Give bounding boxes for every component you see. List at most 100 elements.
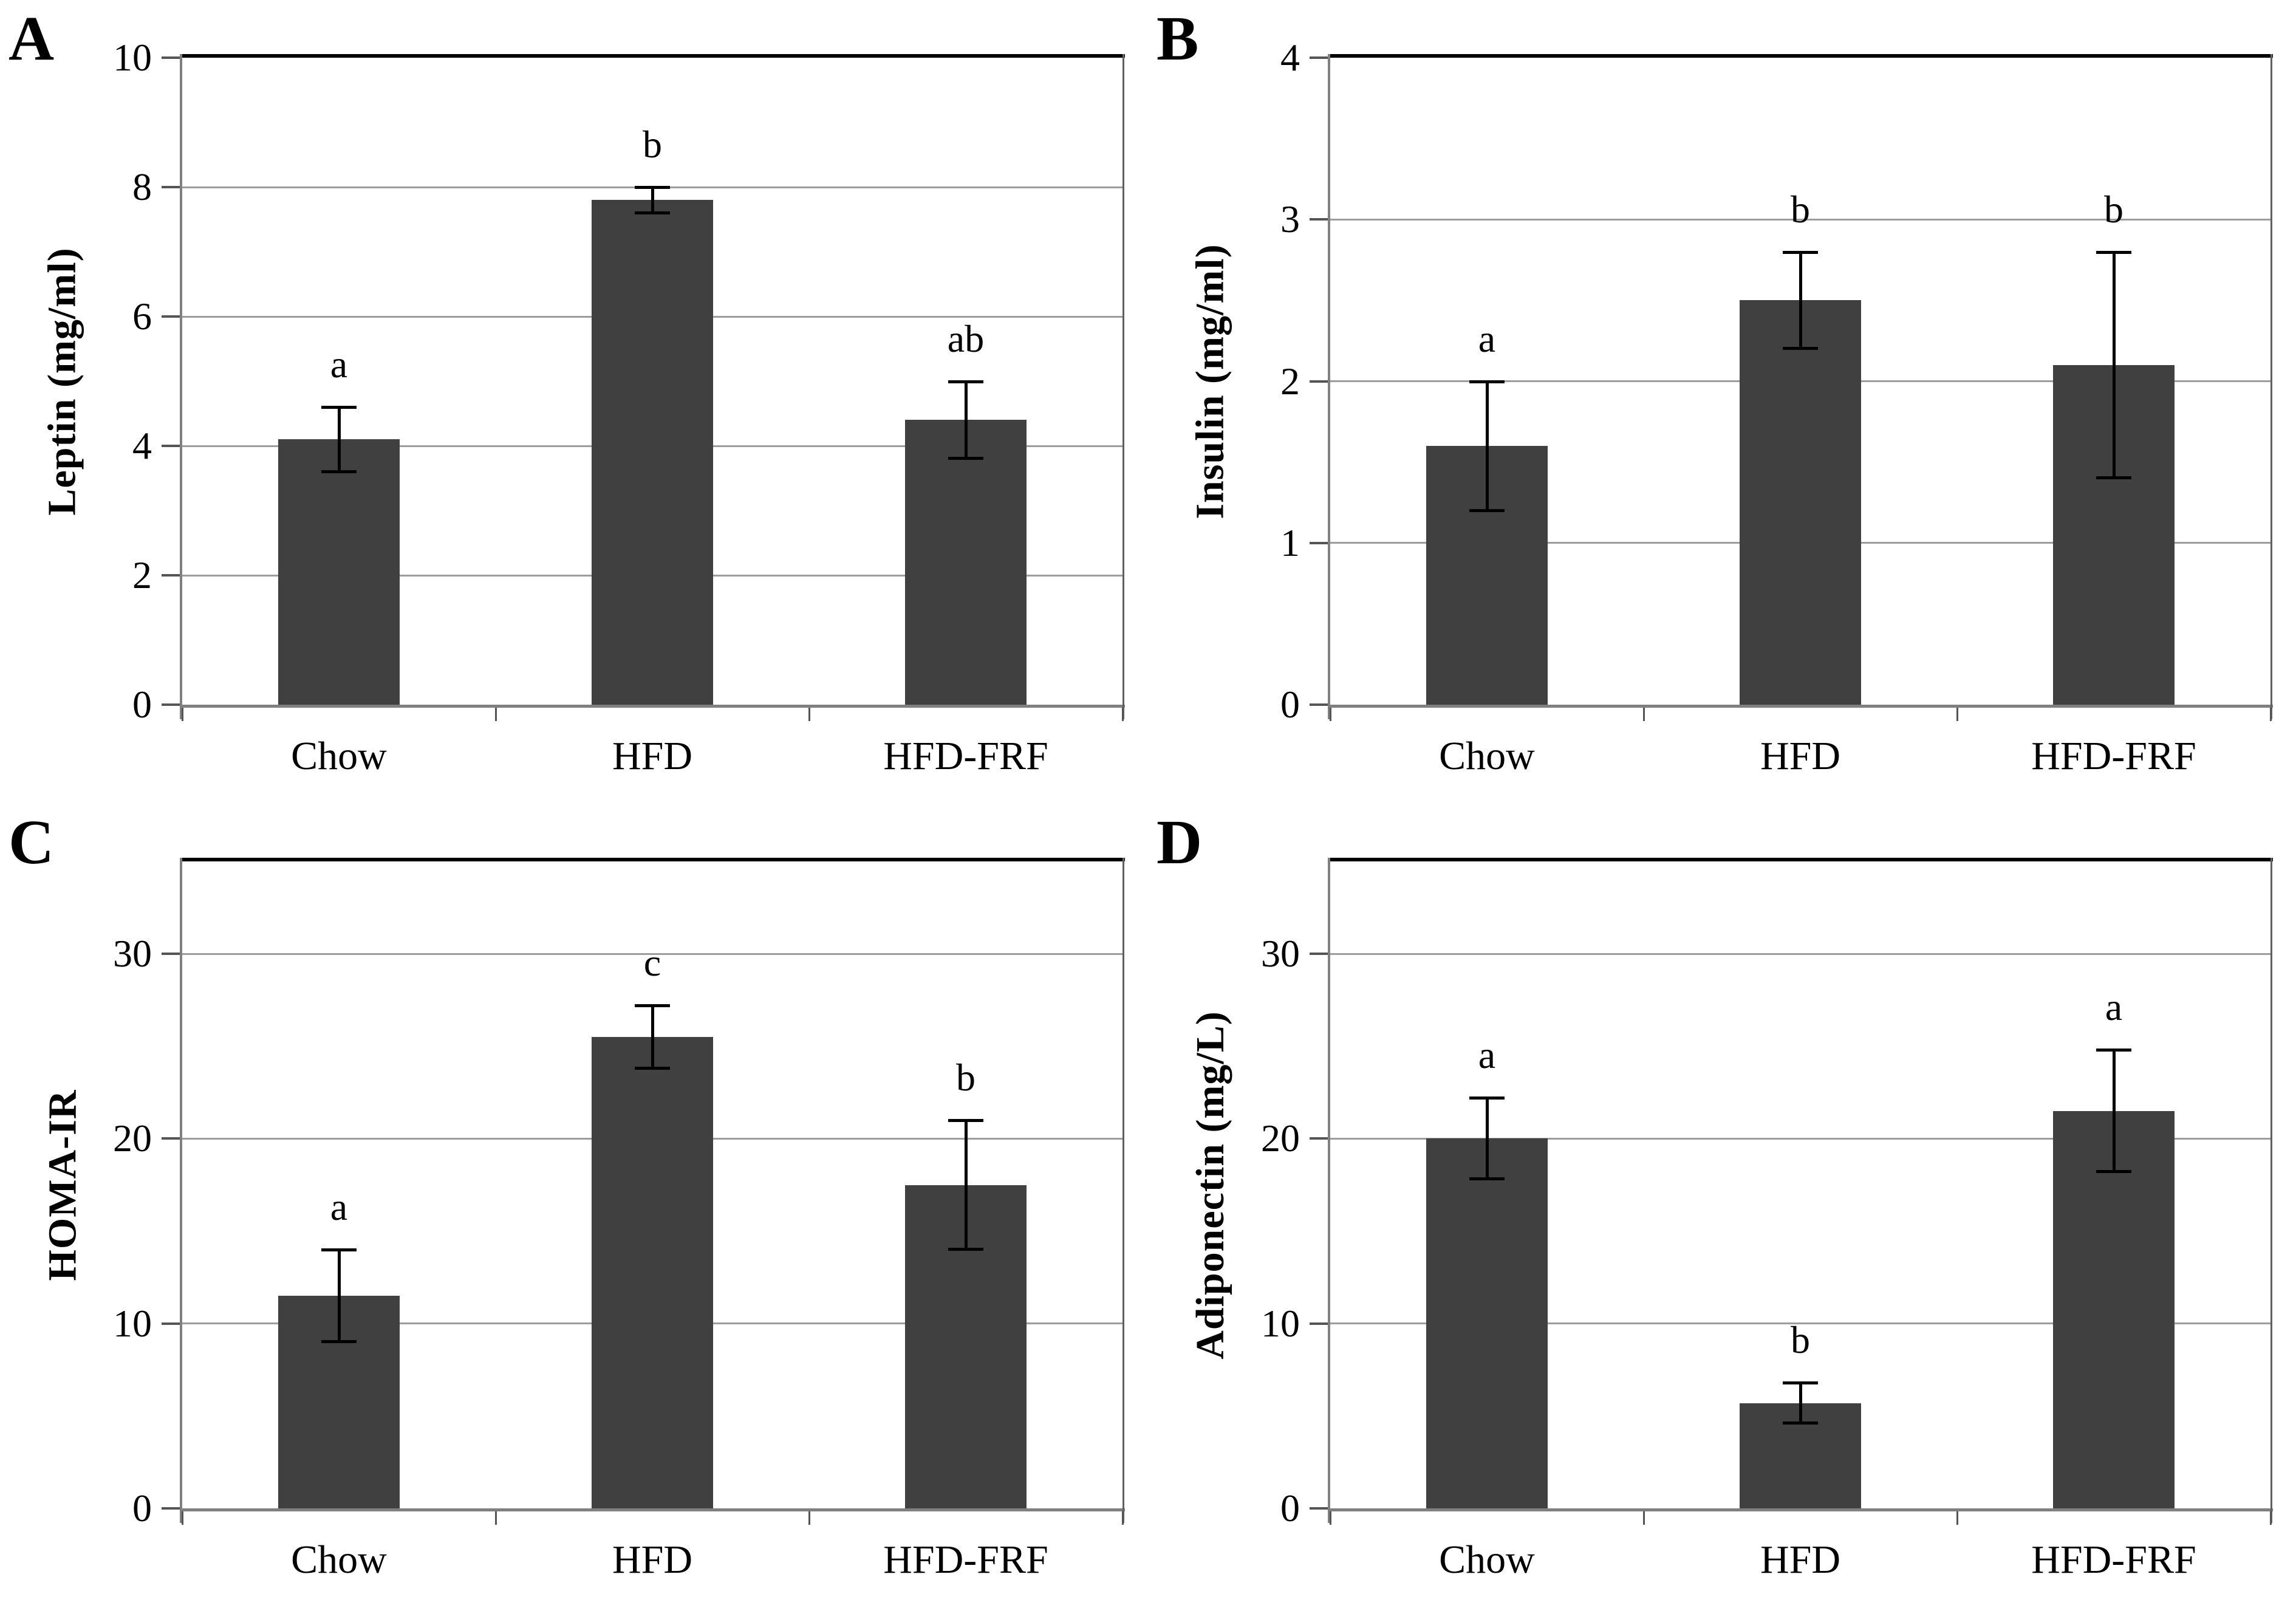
x-tick-label: HFD	[612, 734, 693, 778]
x-tick-mark	[2270, 1511, 2272, 1525]
plot-right-border	[2270, 858, 2272, 1523]
y-tick-label: 10	[113, 1301, 152, 1345]
x-tick-label: HFD-FRF	[883, 1538, 1048, 1582]
y-tick-mark	[162, 56, 180, 59]
y-tick-label: 6	[132, 295, 152, 338]
y-tick-label: 10	[1261, 1301, 1300, 1345]
error-bar-line	[651, 1005, 654, 1069]
error-bar-cap-bottom	[1783, 347, 1818, 351]
plot-right-border	[1122, 54, 1124, 719]
y-tick-mark	[162, 1507, 180, 1510]
y-axis-line	[1328, 858, 1330, 1523]
plot-top-border	[1328, 858, 2273, 861]
significance-letter: b	[2104, 187, 2123, 231]
plot-right-border	[2270, 54, 2272, 719]
significance-letter: b	[956, 1056, 975, 1099]
y-tick-label: 10	[113, 36, 152, 79]
gridline	[1330, 1322, 2270, 1325]
error-bar-cap-top	[948, 1119, 983, 1122]
error-bar-cap-bottom	[948, 457, 983, 460]
y-tick-label: 0	[132, 683, 152, 726]
x-tick-mark	[182, 1511, 183, 1525]
y-tick-mark	[162, 1137, 180, 1140]
x-tick-mark	[495, 1511, 497, 1525]
error-bar-cap-top	[2096, 250, 2131, 254]
error-bar-line	[1799, 1383, 1802, 1424]
y-tick-label: 0	[132, 1487, 152, 1530]
error-bar-line	[337, 1250, 341, 1343]
y-tick-mark	[1310, 541, 1328, 544]
error-bar-line	[2112, 251, 2116, 479]
x-tick-mark	[808, 708, 810, 721]
error-bar-cap-top	[321, 1248, 357, 1251]
x-tick-mark	[1122, 708, 1124, 721]
y-tick-label: 3	[1280, 197, 1300, 241]
significance-letter: b	[643, 123, 662, 166]
panel-c-homa-ir: C HOMA-IR 0 10 20 30 a Chow c HFD b HFD-FRF	[0, 804, 1148, 1608]
bar	[905, 420, 1027, 705]
y-tick-mark	[1310, 1137, 1328, 1140]
x-tick-label: Chow	[1439, 734, 1535, 778]
significance-letter: a	[1478, 1033, 1496, 1077]
y-axis-line	[180, 54, 182, 719]
x-tick-mark	[182, 708, 183, 721]
panel-d-adiponectin: D Adiponectin (mg/L) 0 10 20 30 a Chow b HFD a HF…	[1148, 804, 2296, 1608]
y-tick-label: 1	[1280, 521, 1300, 564]
error-bar-cap-top	[635, 186, 670, 189]
y-tick-label: 20	[113, 1117, 152, 1160]
error-bar-cap-bottom	[321, 1340, 357, 1344]
error-bar-cap-top	[321, 406, 357, 409]
error-bar-line	[1485, 1098, 1489, 1180]
x-tick-label: HFD-FRF	[2031, 734, 2196, 778]
error-bar-cap-top	[1783, 1381, 1818, 1385]
x-tick-label: HFD-FRF	[883, 734, 1048, 778]
error-bar-cap-top	[1469, 1097, 1505, 1100]
y-tick-mark	[162, 953, 180, 956]
error-bar-cap-bottom	[1469, 508, 1505, 512]
x-tick-mark	[1956, 1511, 1958, 1525]
x-tick-mark	[1643, 1511, 1645, 1525]
panel-letter-a: A	[9, 4, 55, 74]
y-axis-label-box: Leptin (mg/ml)	[5, 58, 120, 705]
error-bar-cap-bottom	[635, 1066, 670, 1070]
y-tick-label: 30	[1261, 932, 1300, 976]
y-tick-mark	[1310, 953, 1328, 956]
significance-letter: ab	[947, 316, 985, 360]
error-bar-line	[1799, 251, 1802, 349]
error-bar-cap-top	[2096, 1049, 2131, 1052]
gridline	[1330, 953, 2270, 955]
gridline	[1330, 218, 2270, 221]
x-tick-mark	[1330, 708, 1331, 721]
x-tick-label: HFD	[612, 1538, 693, 1582]
x-tick-mark	[808, 1511, 810, 1525]
x-tick-mark	[1122, 1511, 1124, 1525]
x-tick-label: HFD	[1760, 734, 1841, 778]
error-bar-cap-bottom	[635, 211, 670, 214]
bar	[1426, 1138, 1548, 1508]
bar	[1740, 300, 1861, 705]
y-tick-mark	[1310, 380, 1328, 383]
y-tick-label: 20	[1261, 1117, 1300, 1160]
x-tick-mark	[1956, 708, 1958, 721]
x-axis-line	[1328, 1508, 2273, 1511]
error-bar-line	[1485, 381, 1489, 511]
y-tick-mark	[1310, 1507, 1328, 1510]
error-bar-line	[651, 187, 654, 213]
y-tick-mark	[162, 445, 180, 447]
bar	[278, 439, 400, 705]
error-bar-cap-bottom	[1469, 1177, 1505, 1181]
significance-letter: b	[1791, 1318, 1810, 1362]
plot-top-border	[1328, 54, 2273, 58]
x-axis-line	[1328, 705, 2273, 708]
plot-right-border	[1122, 858, 1124, 1523]
x-axis-line	[180, 705, 1125, 708]
significance-letter: a	[2105, 985, 2123, 1029]
y-tick-mark	[1310, 56, 1328, 59]
error-bar-line	[964, 381, 968, 459]
y-axis-line	[1328, 54, 1330, 719]
y-axis-line	[180, 858, 182, 1523]
x-axis-line	[180, 1508, 1125, 1511]
significance-letter: a	[1478, 316, 1496, 360]
error-bar-cap-bottom	[321, 470, 357, 473]
y-tick-label: 2	[1280, 359, 1300, 403]
